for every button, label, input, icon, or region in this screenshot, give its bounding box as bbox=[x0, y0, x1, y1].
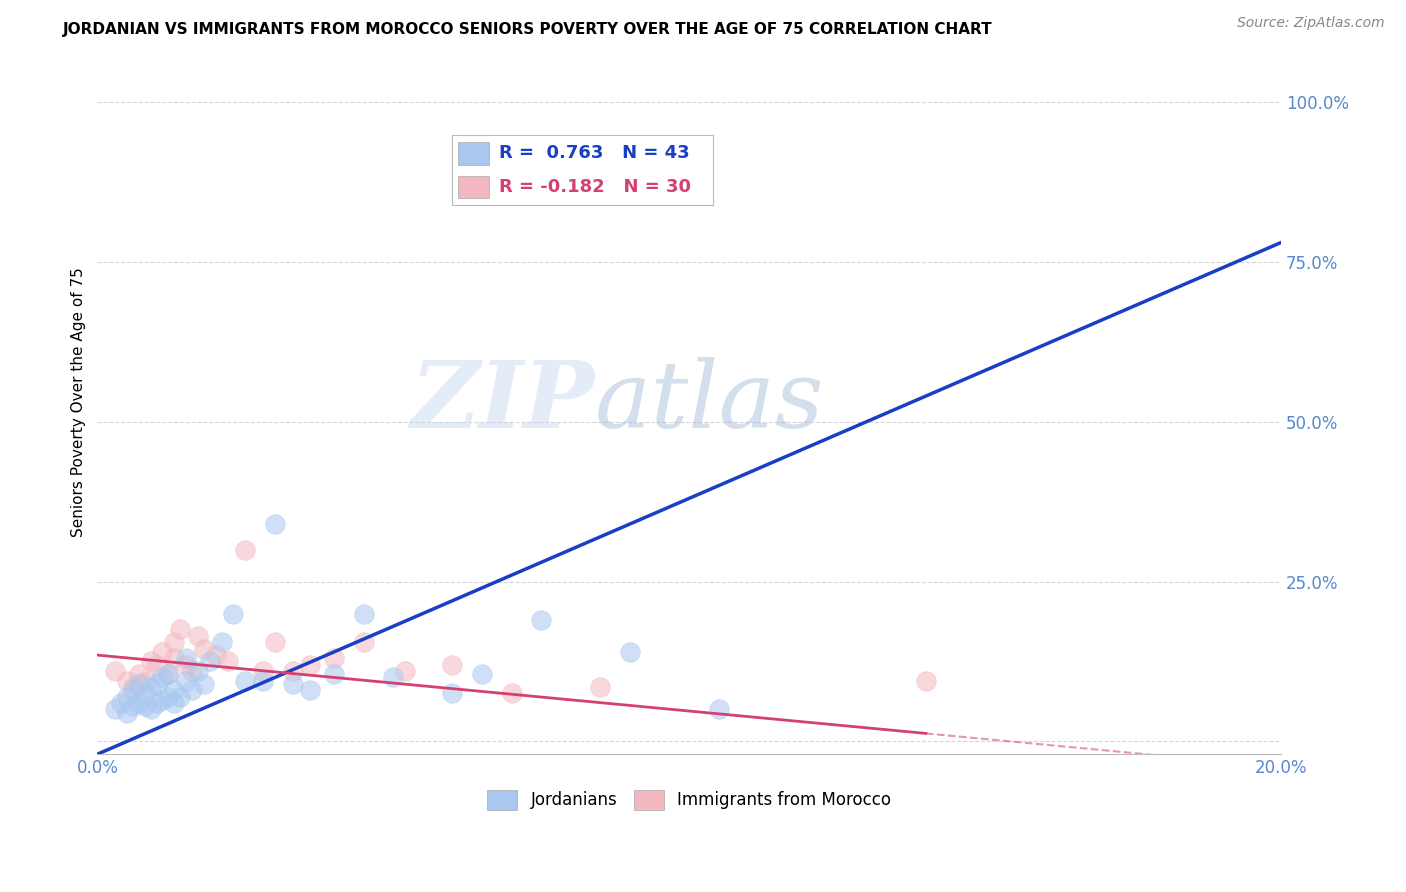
Point bbox=[299, 657, 322, 672]
Point bbox=[382, 670, 405, 684]
Point bbox=[233, 542, 256, 557]
Point bbox=[157, 690, 180, 704]
Point bbox=[163, 651, 186, 665]
Text: atlas: atlas bbox=[595, 358, 824, 448]
Point bbox=[128, 677, 150, 691]
Point bbox=[115, 673, 138, 688]
Point bbox=[193, 641, 215, 656]
Point bbox=[139, 680, 162, 694]
Point bbox=[264, 516, 287, 531]
Point bbox=[134, 699, 156, 714]
Point bbox=[233, 673, 256, 688]
Point bbox=[110, 696, 132, 710]
Point bbox=[323, 651, 346, 665]
Point bbox=[139, 655, 162, 669]
Point bbox=[157, 667, 180, 681]
Point bbox=[264, 635, 287, 649]
Point bbox=[323, 667, 346, 681]
Point bbox=[353, 635, 375, 649]
Point bbox=[152, 645, 174, 659]
Point bbox=[163, 635, 186, 649]
Point bbox=[115, 706, 138, 720]
Point bbox=[281, 664, 304, 678]
Point bbox=[501, 686, 523, 700]
Point bbox=[353, 607, 375, 621]
Point bbox=[104, 702, 127, 716]
Text: Source: ZipAtlas.com: Source: ZipAtlas.com bbox=[1237, 16, 1385, 30]
Point bbox=[169, 690, 191, 704]
Point bbox=[145, 677, 167, 691]
Point bbox=[193, 677, 215, 691]
Point bbox=[174, 657, 197, 672]
Point bbox=[163, 696, 186, 710]
Point bbox=[174, 651, 197, 665]
Point bbox=[299, 683, 322, 698]
Point bbox=[145, 696, 167, 710]
Point bbox=[169, 623, 191, 637]
Point bbox=[441, 686, 464, 700]
Legend: Jordanians, Immigrants from Morocco: Jordanians, Immigrants from Morocco bbox=[481, 784, 898, 816]
Point bbox=[181, 664, 204, 678]
Point bbox=[157, 667, 180, 681]
Text: ZIP: ZIP bbox=[411, 358, 595, 448]
Point bbox=[134, 673, 156, 688]
Point bbox=[163, 683, 186, 698]
Point bbox=[181, 683, 204, 698]
Point bbox=[211, 635, 233, 649]
Point bbox=[281, 677, 304, 691]
Text: JORDANIAN VS IMMIGRANTS FROM MOROCCO SENIORS POVERTY OVER THE AGE OF 75 CORRELAT: JORDANIAN VS IMMIGRANTS FROM MOROCCO SEN… bbox=[63, 22, 993, 37]
Point bbox=[187, 664, 209, 678]
Point bbox=[128, 696, 150, 710]
Point bbox=[619, 645, 641, 659]
Point bbox=[121, 680, 143, 694]
Point bbox=[394, 664, 416, 678]
Point bbox=[471, 667, 494, 681]
Point bbox=[121, 699, 143, 714]
Point bbox=[530, 613, 553, 627]
Point bbox=[174, 673, 197, 688]
Point bbox=[152, 693, 174, 707]
Point bbox=[589, 680, 612, 694]
Point bbox=[121, 683, 143, 698]
Point bbox=[128, 667, 150, 681]
Point bbox=[145, 657, 167, 672]
Point bbox=[222, 607, 245, 621]
Point bbox=[115, 690, 138, 704]
Point bbox=[198, 655, 221, 669]
Point bbox=[217, 655, 239, 669]
Point bbox=[187, 629, 209, 643]
Point bbox=[441, 657, 464, 672]
Point bbox=[139, 702, 162, 716]
Point bbox=[204, 648, 226, 662]
Point bbox=[707, 702, 730, 716]
Point bbox=[152, 670, 174, 684]
Point bbox=[252, 673, 274, 688]
Point bbox=[104, 664, 127, 678]
Point bbox=[252, 664, 274, 678]
Point bbox=[915, 673, 938, 688]
Point bbox=[134, 686, 156, 700]
Y-axis label: Seniors Poverty Over the Age of 75: Seniors Poverty Over the Age of 75 bbox=[72, 268, 86, 537]
